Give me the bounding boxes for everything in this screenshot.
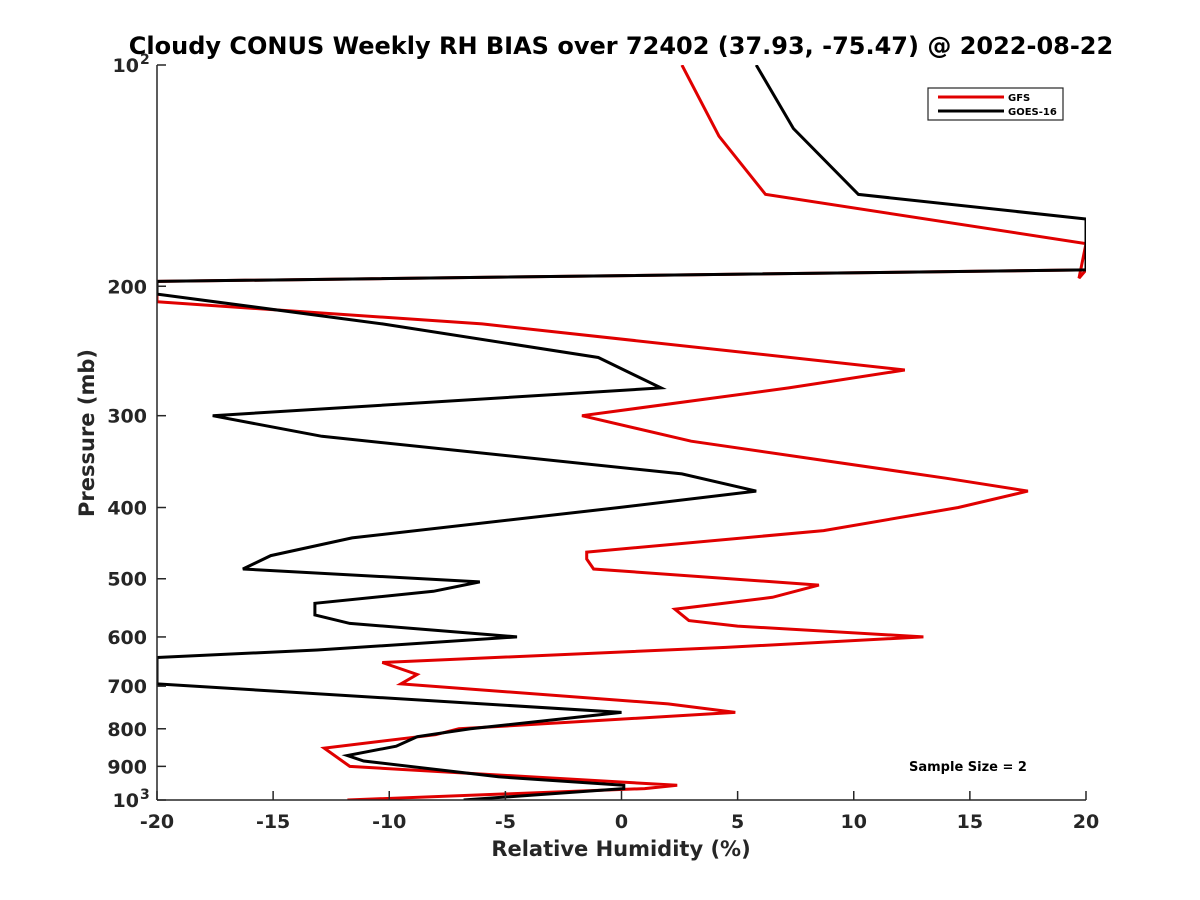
y-tick-label: 10 bbox=[113, 55, 139, 77]
x-tick-label: 20 bbox=[1073, 811, 1099, 833]
legend: GFS GOES-16 bbox=[927, 87, 1064, 121]
x-tick-label: 0 bbox=[615, 811, 628, 833]
series-layer bbox=[157, 65, 1086, 800]
series-line-gfs bbox=[157, 65, 1086, 800]
plot-background bbox=[157, 65, 1086, 800]
x-tick-label: -5 bbox=[495, 811, 516, 833]
y-tick-label: 900 bbox=[107, 756, 147, 778]
chart-title: Cloudy CONUS Weekly RH BIAS over 72402 (… bbox=[129, 32, 1113, 60]
y-axis-label: Pressure (mb) bbox=[75, 349, 99, 517]
legend-label-goes-16: GOES-16 bbox=[1008, 107, 1057, 118]
y-tick-label: 10 bbox=[113, 790, 139, 812]
plot-area bbox=[157, 65, 1086, 800]
x-tick-label: -15 bbox=[256, 811, 290, 833]
y-tick-label: 800 bbox=[107, 719, 147, 741]
y-tick-label: 300 bbox=[107, 406, 147, 428]
x-tick-label: 15 bbox=[957, 811, 983, 833]
sample-size-annotation: Sample Size = 2 bbox=[909, 760, 1027, 775]
legend-label-gfs: GFS bbox=[1008, 93, 1030, 104]
x-tick-label: -10 bbox=[372, 811, 406, 833]
x-tick-label: 10 bbox=[841, 811, 867, 833]
y-tick-label: 200 bbox=[107, 276, 147, 298]
y-tick-label: 700 bbox=[107, 676, 147, 698]
y-tick-exponent: 3 bbox=[140, 787, 150, 803]
y-tick-exponent: 2 bbox=[140, 52, 150, 68]
x-tick-label: -20 bbox=[140, 811, 174, 833]
series-line-goes-16 bbox=[157, 65, 1086, 800]
x-axis-label: Relative Humidity (%) bbox=[491, 837, 750, 861]
y-tick-label: 500 bbox=[107, 569, 147, 591]
legend-box bbox=[927, 87, 1064, 121]
y-tick-label: 400 bbox=[107, 498, 147, 520]
x-tick-label: 5 bbox=[731, 811, 744, 833]
y-tick-label: 600 bbox=[107, 627, 147, 649]
